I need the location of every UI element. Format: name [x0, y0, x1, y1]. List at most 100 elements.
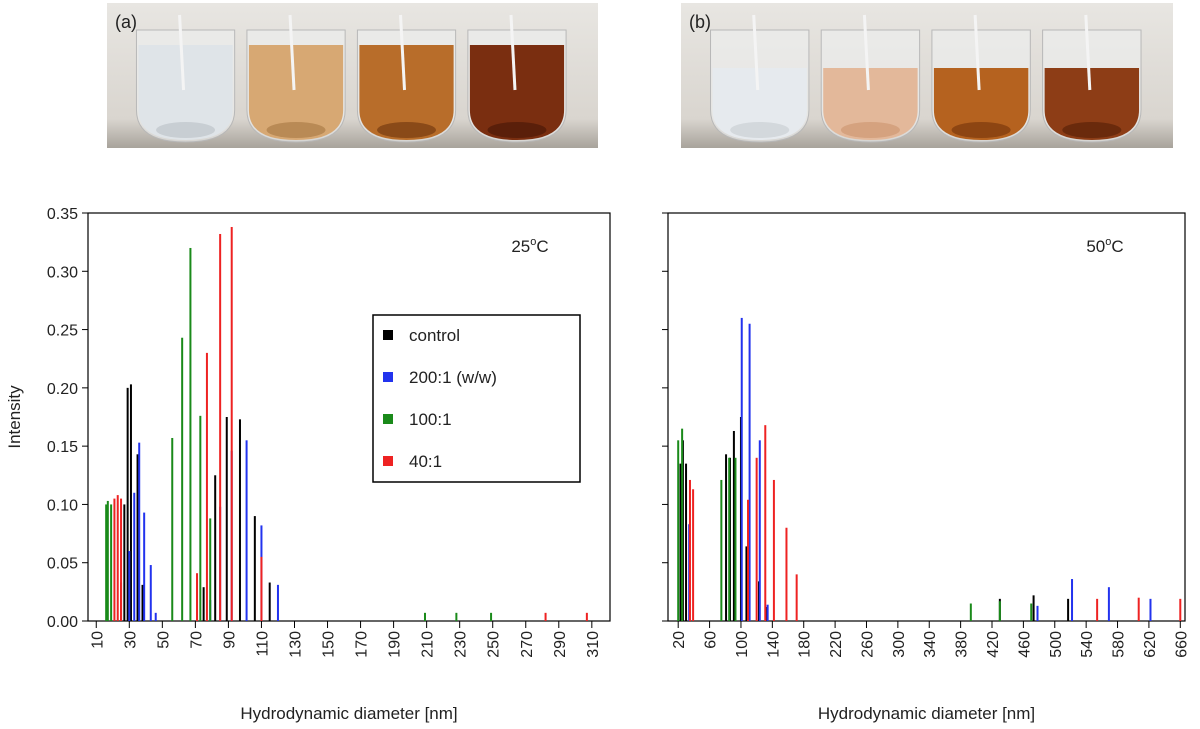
bar — [998, 601, 1001, 621]
x-axis-label: Hydrodynamic diameter [nm] — [818, 704, 1035, 723]
legend-label: 200:1 (w/w) — [409, 368, 497, 387]
bar — [133, 492, 136, 621]
bar — [1107, 587, 1110, 621]
x-tick-label: 300 — [891, 631, 908, 658]
x-tick-label: 260 — [859, 631, 876, 658]
bar — [143, 512, 146, 621]
bar — [679, 463, 682, 621]
x-tick-label: 220 — [828, 631, 845, 658]
legend-swatch — [383, 414, 393, 424]
y-tick-label: 0.10 — [47, 497, 78, 514]
bar — [692, 489, 695, 621]
bar — [219, 233, 222, 622]
x-tick-label: 380 — [954, 631, 971, 658]
x-tick-label: 620 — [1142, 631, 1159, 658]
bar — [681, 428, 684, 621]
bar — [490, 612, 493, 621]
x-tick-label: 90 — [221, 631, 238, 649]
sediment — [840, 122, 900, 138]
x-tick-label: 30 — [122, 631, 139, 649]
bar — [253, 516, 256, 621]
bar — [455, 612, 458, 621]
bar — [764, 425, 767, 621]
x-tick-label: 110 — [254, 631, 271, 657]
bar — [755, 457, 758, 621]
bar — [138, 442, 141, 621]
x-tick-label: 660 — [1173, 631, 1190, 658]
bar — [677, 440, 680, 621]
bar — [238, 419, 241, 621]
legend-swatch — [383, 456, 393, 466]
y-tick-label: 0.15 — [47, 439, 78, 456]
bar — [734, 457, 737, 621]
x-tick-label: 250 — [486, 631, 503, 658]
annotation: 25oC — [511, 236, 548, 256]
x-tick-label: 180 — [797, 631, 814, 658]
bar — [245, 440, 248, 621]
x-tick-label: 270 — [519, 631, 536, 658]
stirrer — [862, 14, 870, 91]
x-tick-label: 70 — [188, 631, 205, 649]
bar — [1030, 603, 1033, 621]
photo — [107, 3, 598, 148]
bar — [105, 504, 108, 621]
y-tick-label: 0.20 — [47, 381, 78, 398]
bar — [766, 604, 769, 621]
bar — [1096, 598, 1099, 621]
y-tick-label: 0.00 — [47, 614, 78, 631]
bar — [116, 495, 119, 621]
x-tick-label: 130 — [287, 631, 304, 658]
bar — [748, 323, 751, 621]
bar — [725, 454, 728, 621]
bar — [106, 500, 109, 621]
bar — [268, 582, 271, 621]
bar — [205, 352, 208, 621]
x-tick-label: 420 — [985, 631, 1002, 658]
stirrer — [178, 14, 186, 91]
beaker-liquid — [1044, 68, 1140, 140]
x-tick-label: 210 — [420, 631, 437, 658]
bar — [209, 518, 212, 621]
bar — [126, 387, 129, 621]
panel-label: (b) — [689, 12, 711, 32]
legend-swatch — [383, 330, 393, 340]
bar — [732, 430, 735, 621]
y-tick-label: 0.25 — [47, 323, 78, 340]
annotation-part: C — [536, 237, 548, 256]
x-tick-label: 20 — [671, 631, 688, 649]
bar — [1036, 605, 1039, 621]
bar — [154, 612, 157, 621]
x-tick-label: 10 — [89, 631, 106, 649]
panel-label: (a) — [115, 12, 137, 32]
annotation-part: 25 — [511, 237, 530, 256]
bar — [728, 457, 731, 621]
x-tick-label: 100 — [734, 631, 751, 658]
x-tick-label: 50 — [155, 631, 172, 649]
beaker-liquid — [359, 45, 454, 140]
x-tick-label: 140 — [765, 631, 782, 658]
bar — [276, 584, 279, 621]
bar — [1179, 598, 1182, 621]
sediment — [951, 122, 1011, 138]
bar — [120, 498, 123, 621]
x-tick-label: 580 — [1111, 631, 1128, 658]
stirrer — [399, 14, 407, 91]
plot-frame — [667, 212, 1186, 622]
bar — [141, 584, 144, 621]
bar — [136, 454, 139, 621]
x-tick-label: 290 — [552, 631, 569, 658]
annotation: 50oC — [1086, 236, 1123, 256]
x-tick-label: 310 — [585, 631, 602, 658]
bar — [747, 499, 750, 621]
x-tick-label: 230 — [453, 631, 470, 658]
bar — [171, 437, 174, 621]
bar — [113, 498, 116, 621]
bar — [181, 337, 184, 621]
photo — [681, 3, 1173, 148]
x-tick-label: 460 — [1016, 631, 1033, 658]
plot-frame — [87, 212, 611, 622]
y-axis-label: Intensity — [5, 385, 24, 449]
annotation-part: o — [1105, 236, 1111, 248]
bar — [969, 603, 972, 621]
beaker-liquid — [469, 45, 565, 140]
